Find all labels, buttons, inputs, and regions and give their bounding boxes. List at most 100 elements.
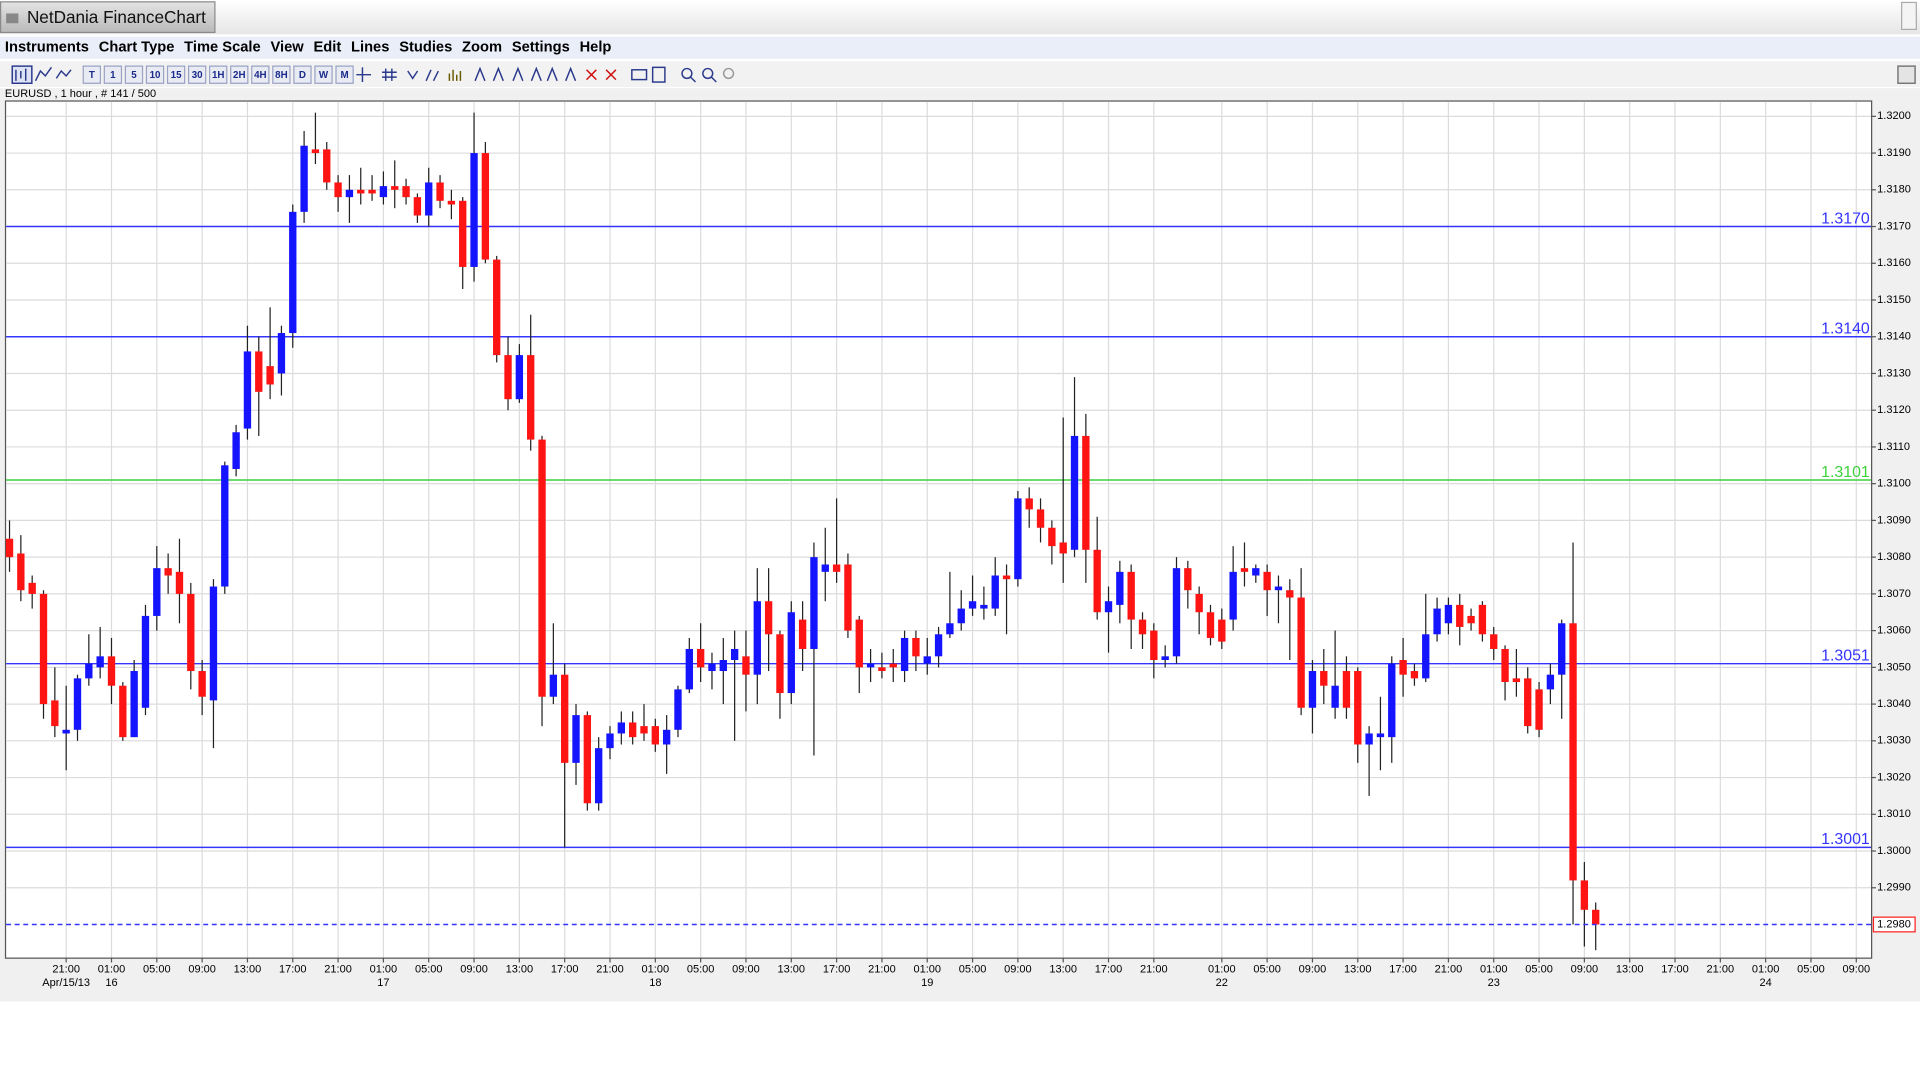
candle-body [810,557,818,649]
x-date-label: 23 [1488,977,1500,989]
toolbar-button[interactable] [103,65,123,84]
candle-body [51,700,59,727]
toolbar-button[interactable] [335,65,354,84]
candle-body [436,182,444,201]
candle-body [107,656,116,686]
x-tick-label: 09:00 [1004,964,1032,976]
candle-body [1501,648,1509,683]
toolbar-button-label: 10 [150,70,161,81]
candle-body [1116,571,1124,605]
candle-body [1172,568,1181,657]
x-tick-label: 21:00 [1140,964,1168,976]
menu-item[interactable]: Studies [399,40,452,56]
x-tick-label: 09:00 [188,964,216,976]
menu-item[interactable]: Chart Type [99,40,175,56]
candle-body [1070,435,1079,550]
toolbar-button-label: 5 [131,70,137,81]
y-tick-label: 1.3020 [1877,771,1911,783]
candle-body [1365,733,1373,745]
candle-body [1286,590,1294,598]
candle-body [1331,685,1339,708]
toolbar-button[interactable] [251,65,270,84]
x-tick-label: 01:00 [98,964,126,976]
level-label: 1.3101 [1821,464,1870,481]
candle-body [1592,909,1600,925]
candle-body [844,564,852,631]
y-tick-label: 1.3000 [1877,845,1911,857]
menu-item[interactable]: Lines [351,40,389,56]
candle-body [572,715,580,763]
menu-item[interactable]: View [270,40,304,56]
x-tick-label: 17:00 [551,964,579,976]
candle-body [39,593,48,705]
toolbar-button-label: 30 [192,70,203,81]
menu-item[interactable]: Help [580,40,612,56]
toolbar-button[interactable] [166,65,186,84]
candle-body [62,729,70,734]
candle-body [628,722,637,738]
candle-body [1320,671,1328,686]
candle-body [1580,880,1589,910]
app-icon [6,13,19,24]
candle-body [1138,619,1147,635]
toolbar-button[interactable] [187,65,207,84]
toolbar-button-label: 1H [212,70,225,81]
candle-body [730,648,739,660]
candle-body [1512,678,1521,683]
candle-body [1399,660,1407,675]
candle-body [1490,634,1498,649]
toolbar-button-label: T [89,70,95,81]
candle-body [1376,733,1385,738]
toolbar-button[interactable] [230,65,249,84]
window-control[interactable] [1901,1,1917,30]
level-label: 1.3051 [1821,648,1870,665]
toolbar-button[interactable] [82,65,102,84]
x-date-label: 22 [1216,977,1228,989]
menu-item[interactable]: Time Scale [184,40,260,56]
x-tick-label: 13:00 [1344,964,1372,976]
window-title: NetDania FinanceChart [27,7,206,27]
y-tick-label: 1.3190 [1877,147,1911,159]
candle-body [742,656,750,675]
toolbar-button[interactable] [293,65,312,84]
menu-item[interactable]: Zoom [462,40,502,56]
candle-body [459,200,467,267]
candle-body [538,439,546,697]
candle-body [991,575,999,609]
menu-item[interactable]: Edit [313,40,341,56]
toolbar-button[interactable] [314,65,333,84]
candle-body [413,197,422,216]
toolbar-button[interactable] [209,65,228,84]
candle-body [1342,671,1351,708]
y-tick-label: 1.3120 [1877,404,1911,416]
x-tick-label: 05:00 [1525,964,1553,976]
x-tick-label: 01:00 [913,964,941,976]
candle-body [1558,623,1566,675]
candle-body [606,733,614,749]
x-tick-label: 21:00 [868,964,896,976]
candle-body [583,715,592,804]
x-tick-label: 13:00 [234,964,262,976]
toolbar-button-label: W [319,70,329,81]
candle-body [674,689,682,730]
candle-body [209,586,218,701]
menu-item[interactable]: Settings [512,40,570,56]
x-tick-label: 05:00 [415,964,443,976]
menu-item[interactable]: Instruments [5,40,89,56]
title-tab[interactable] [0,1,216,34]
candle-body [1014,498,1022,580]
candle-body [1297,597,1305,708]
candle-body [1206,612,1215,638]
toolbar-button[interactable] [124,65,144,84]
candle-body [798,619,807,649]
candle-body [787,612,795,694]
candle-body [1524,678,1532,727]
candle-body [651,726,659,745]
toolbar-button[interactable] [272,65,291,84]
toolbar-button[interactable] [145,65,165,84]
x-tick-label: 01:00 [1480,964,1508,976]
level-label: 1.3170 [1821,210,1870,227]
toolbar-buttons: T 1 5 10 15 30 1H 2H 4H 8H D W M [82,65,354,84]
candle-body [1002,575,1011,580]
